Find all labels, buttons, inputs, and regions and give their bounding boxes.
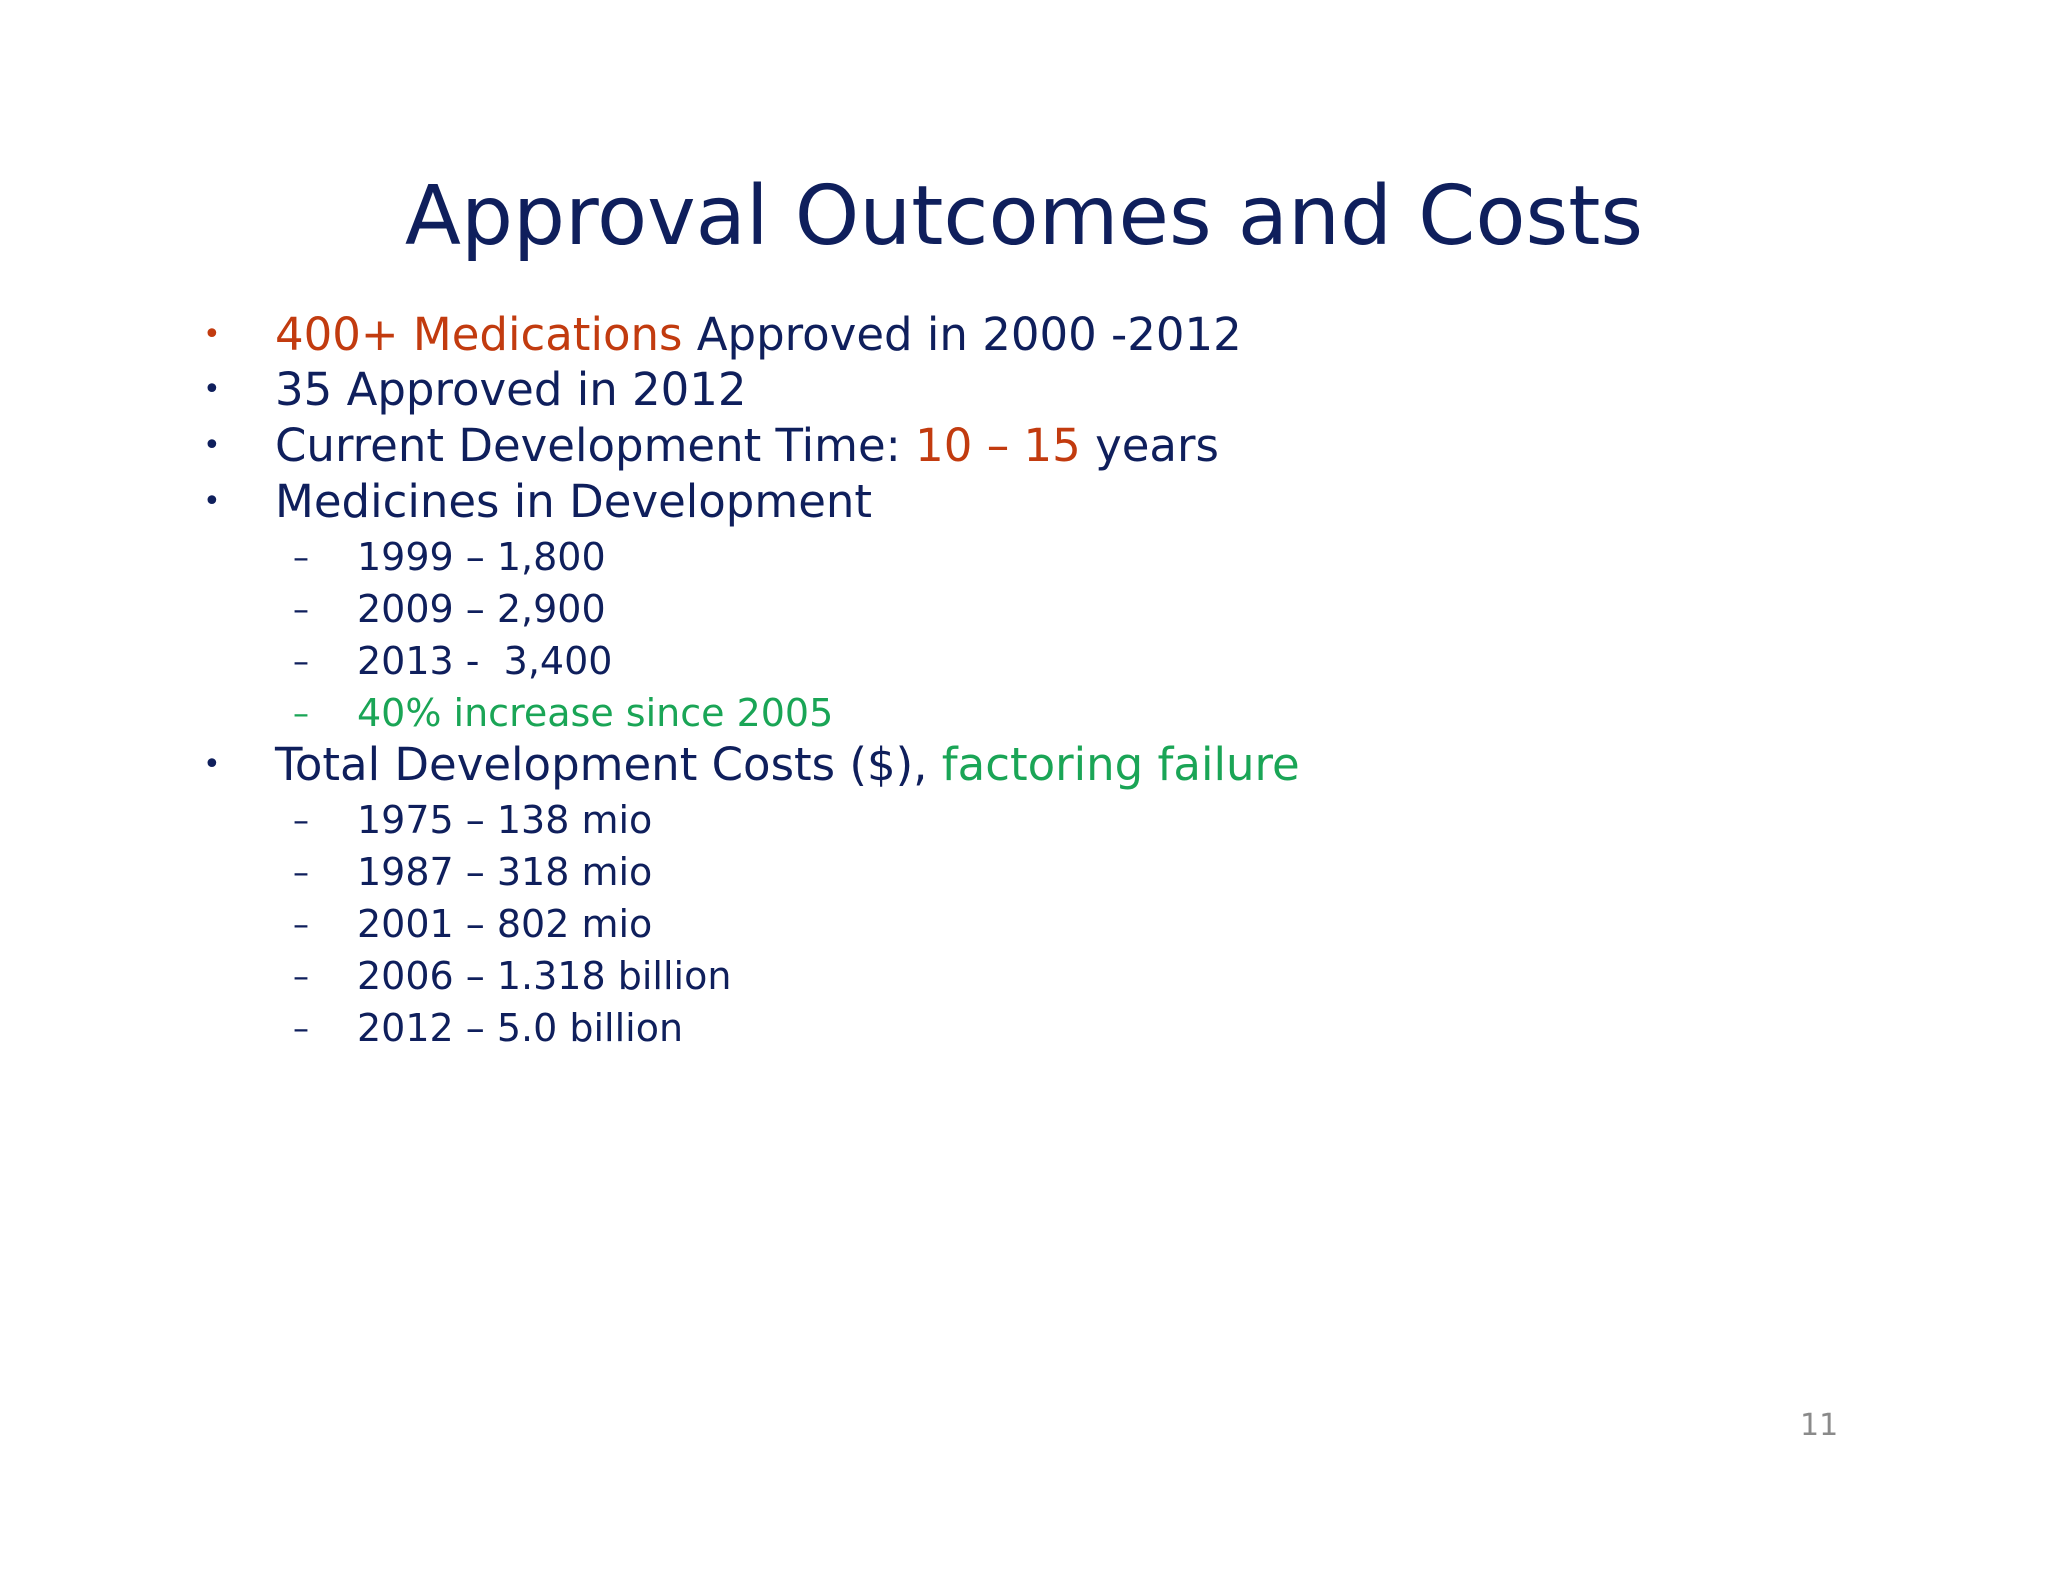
- sub-item-text: 1987 – 318 mio: [357, 850, 653, 894]
- slide-title: Approval Outcomes and Costs: [404, 169, 1644, 264]
- dash-marker: –: [293, 1009, 309, 1047]
- sub-item-text: 2012 – 5.0 billion: [357, 1006, 684, 1050]
- bullet-marker: •: [203, 372, 221, 407]
- bullet-text: Current Development Time:: [275, 419, 916, 472]
- bullet-text: Approved in 2000 -2012: [682, 308, 1242, 361]
- sub-item-text: 2001 – 802 mio: [357, 902, 653, 946]
- bullet-marker: •: [203, 747, 221, 782]
- sub-item-text: 1975 – 138 mio: [357, 798, 653, 842]
- bullet-highlight-years-range: 10 – 15: [915, 419, 1081, 472]
- bullet-marker: •: [203, 428, 221, 463]
- sub-item-text: 2006 – 1.318 billion: [357, 954, 732, 998]
- dash-marker: –: [293, 905, 309, 943]
- sub-item-text: 40% increase since 2005: [357, 691, 834, 735]
- bullet-marker: •: [203, 317, 221, 352]
- bullet-marker: •: [203, 484, 221, 519]
- bullet-text: Medicines in Development: [275, 475, 873, 528]
- bullet-highlight-medications: 400+ Medications: [275, 308, 683, 361]
- dash-marker: –: [293, 957, 309, 995]
- dash-marker: –: [293, 853, 309, 891]
- bullet-text: 35 Approved in 2012: [275, 363, 747, 416]
- dash-marker: –: [293, 694, 309, 732]
- bullet-highlight-factoring-failure: factoring failure: [941, 738, 1300, 791]
- bullet-text-suffix: years: [1080, 419, 1219, 472]
- page-number: 11: [1800, 1408, 1839, 1443]
- dash-marker: –: [293, 538, 309, 576]
- dash-marker: –: [293, 590, 309, 628]
- sub-item-text: 2009 – 2,900: [357, 587, 606, 631]
- sub-item-text: 1999 – 1,800: [357, 535, 606, 579]
- dash-marker: –: [293, 801, 309, 839]
- bullet-text: Total Development Costs ($),: [275, 738, 942, 791]
- dash-marker: –: [293, 642, 309, 680]
- sub-item-text: 2013 - 3,400: [357, 639, 613, 683]
